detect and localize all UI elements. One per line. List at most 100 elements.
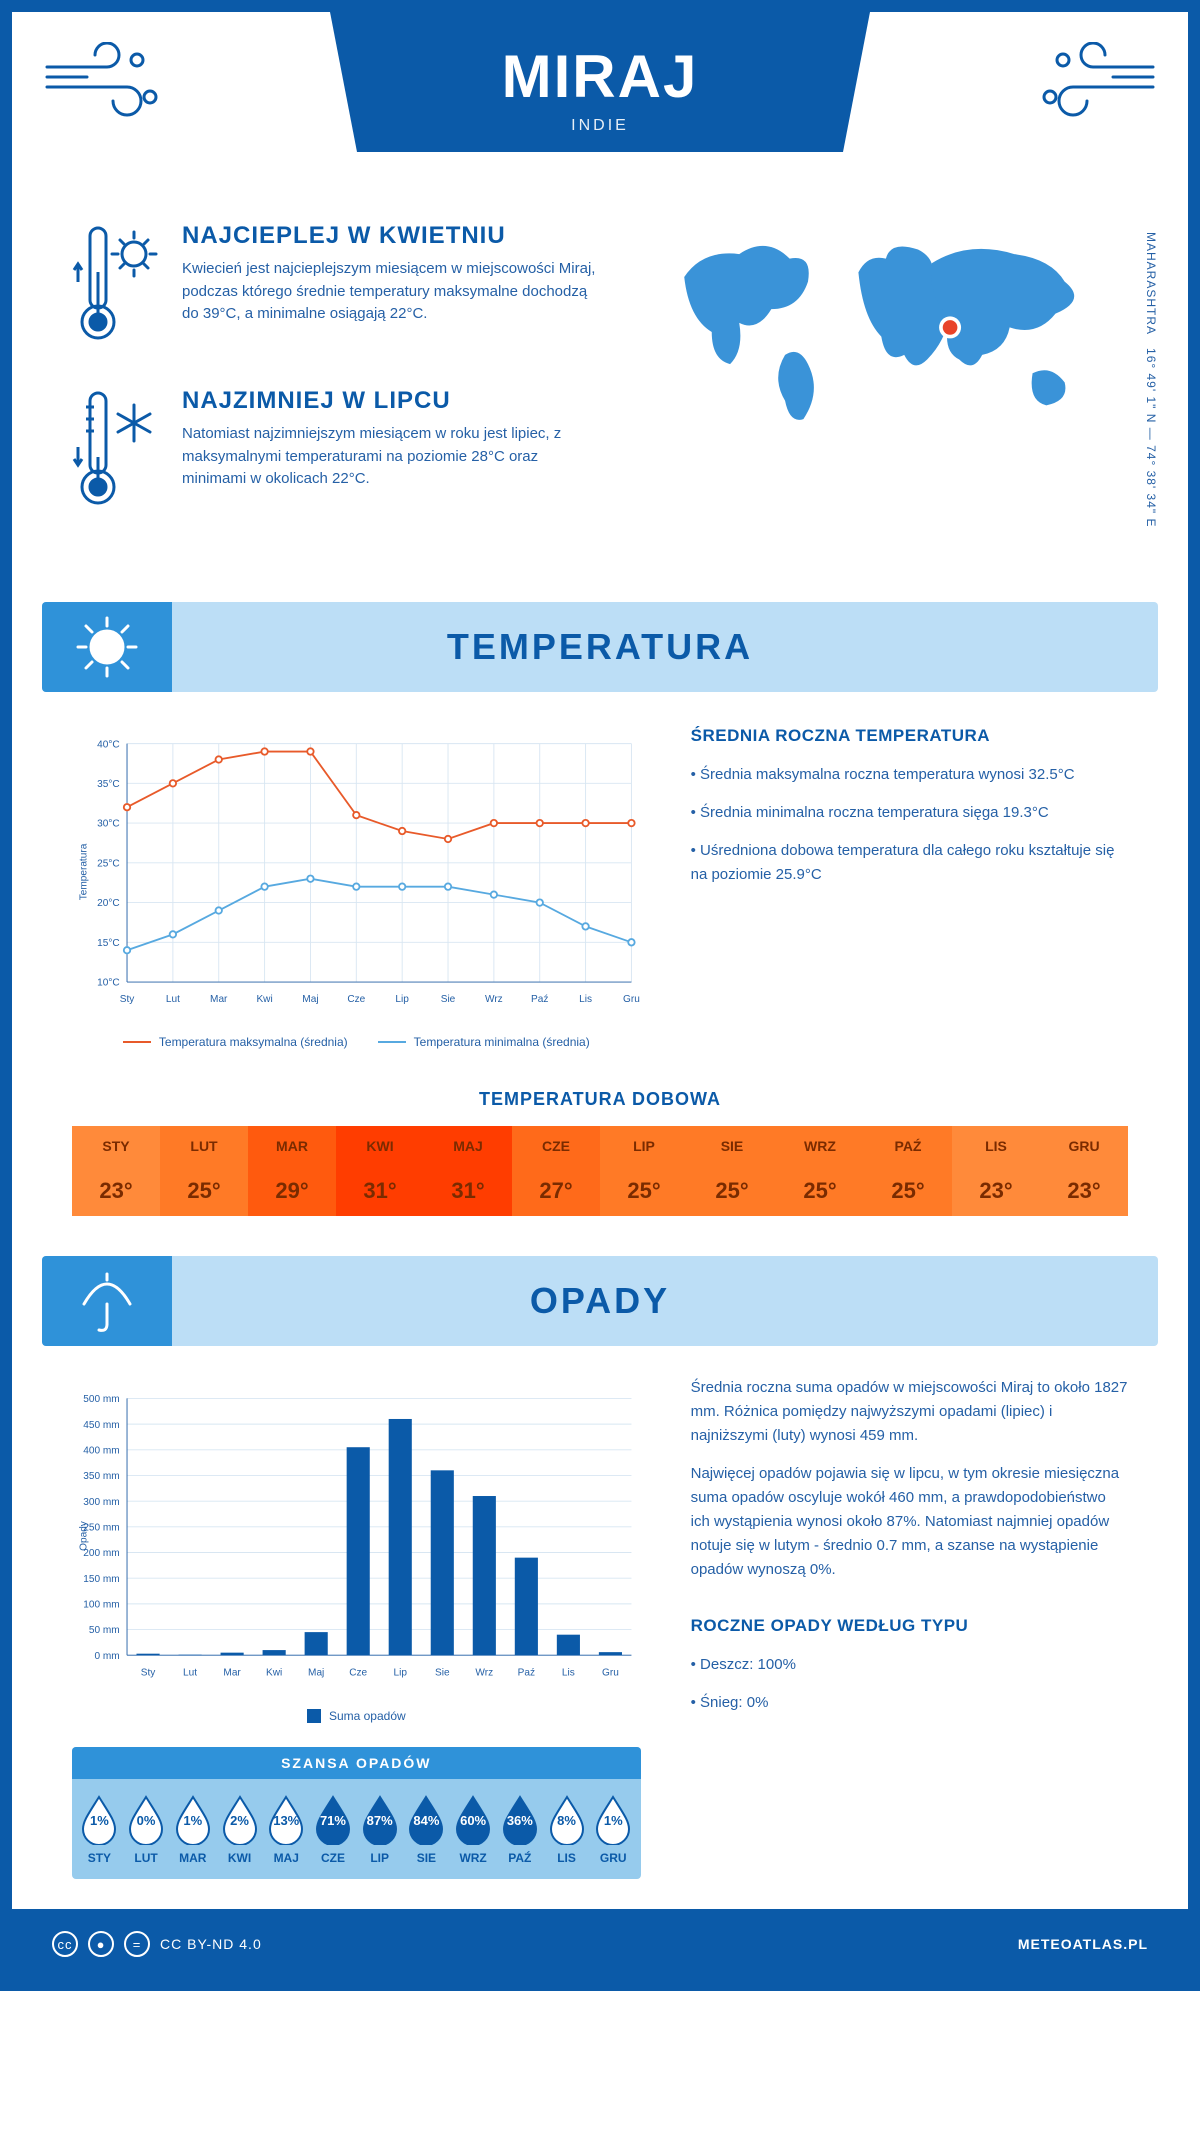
chance-cell: 84% SIE	[403, 1793, 450, 1865]
chance-month: STY	[76, 1851, 123, 1865]
svg-text:50 mm: 50 mm	[89, 1625, 120, 1636]
chance-cell: 1%GRU	[590, 1793, 637, 1865]
daily-val-cell: 25°	[864, 1166, 952, 1216]
drop-icon: 1%	[171, 1793, 215, 1845]
page: MIRAJ INDIE NAJCIEPLEJ W KWIETNIU Kwieci…	[0, 0, 1200, 1991]
temp-row: 10°C15°C20°C25°C30°C35°C40°CStyLutMarKwi…	[12, 722, 1188, 1079]
svg-text:Kwi: Kwi	[266, 1667, 282, 1678]
legend-max: Temperatura maksymalna (średnia)	[123, 1035, 348, 1049]
daily-val-cell: 25°	[688, 1166, 776, 1216]
section-banner-temp: TEMPERATURA	[42, 602, 1158, 692]
svg-text:100 mm: 100 mm	[83, 1600, 119, 1611]
svg-text:20°C: 20°C	[97, 898, 120, 909]
legend-label: Suma opadów	[329, 1709, 406, 1723]
lat-label: 16° 49' 1" N	[1144, 348, 1158, 423]
header: MIRAJ INDIE	[12, 12, 1188, 202]
daily-val-cell: 31°	[336, 1166, 424, 1216]
daily-head-cell: CZE	[512, 1126, 600, 1166]
svg-text:Sie: Sie	[435, 1667, 450, 1678]
daily-head-cell: LIS	[952, 1126, 1040, 1166]
daily-head-cell: WRZ	[776, 1126, 864, 1166]
chance-box: SZANSA OPADÓW 1% STY0%LUT1% MAR2%KWI13% MAJ…	[72, 1747, 641, 1879]
svg-text:300 mm: 300 mm	[83, 1497, 119, 1508]
drop-icon: 8%	[545, 1793, 589, 1845]
fact-body: Kwiecień jest najcieplejszym miesiącem w…	[182, 258, 604, 326]
legend-label: Temperatura maksymalna (średnia)	[159, 1035, 348, 1049]
svg-text:0 mm: 0 mm	[94, 1651, 119, 1662]
svg-text:Lut: Lut	[166, 994, 180, 1005]
svg-text:Lip: Lip	[395, 994, 409, 1005]
world-map-icon	[644, 222, 1128, 442]
thermometer-snow-icon	[72, 387, 162, 522]
chance-cell: 1% MAR	[169, 1793, 216, 1865]
chance-cell: 13% MAJ	[263, 1793, 310, 1865]
chance-title: SZANSA OPADÓW	[72, 1747, 641, 1779]
chance-month: GRU	[590, 1851, 637, 1865]
daily-head-cell: PAŹ	[864, 1126, 952, 1166]
chance-month: SIE	[403, 1851, 450, 1865]
svg-text:Kwi: Kwi	[256, 994, 272, 1005]
svg-text:Paź: Paź	[518, 1667, 535, 1678]
svg-text:Maj: Maj	[308, 1667, 324, 1678]
daily-val-cell: 25°	[600, 1166, 688, 1216]
chance-month: CZE	[310, 1851, 357, 1865]
fact-hottest: NAJCIEPLEJ W KWIETNIU Kwiecień jest najc…	[72, 222, 604, 357]
thermometer-sun-icon	[72, 222, 162, 357]
svg-text:Paź: Paź	[531, 994, 548, 1005]
drop-icon: 13%	[264, 1793, 308, 1845]
chance-month: MAR	[169, 1851, 216, 1865]
title-ribbon: MIRAJ INDIE	[330, 12, 870, 152]
chance-cell: 2%KWI	[216, 1793, 263, 1865]
daily-val-cell: 23°	[72, 1166, 160, 1216]
precip-chart-col: 0 mm50 mm100 mm150 mm200 mm250 mm300 mm3…	[72, 1376, 641, 1879]
daily-head-cell: STY	[72, 1126, 160, 1166]
chance-cell: 0%LUT	[123, 1793, 170, 1865]
svg-text:35°C: 35°C	[97, 779, 120, 790]
svg-text:Cze: Cze	[347, 994, 365, 1005]
bullet: • Średnia maksymalna roczna temperatura …	[691, 763, 1128, 787]
wind-icon	[1018, 42, 1158, 122]
svg-text:Lut: Lut	[183, 1667, 197, 1678]
summary-title: ŚREDNIA ROCZNA TEMPERATURA	[691, 722, 1128, 749]
svg-text:350 mm: 350 mm	[83, 1471, 119, 1482]
drop-icon: 84%	[404, 1793, 448, 1845]
bullet: • Śnieg: 0%	[691, 1691, 1128, 1715]
temp-chart: 10°C15°C20°C25°C30°C35°C40°CStyLutMarKwi…	[72, 722, 641, 1049]
svg-text:Lis: Lis	[579, 994, 592, 1005]
by-icon: ●	[88, 1931, 114, 1957]
svg-text:Lip: Lip	[394, 1667, 408, 1678]
svg-text:30°C: 30°C	[97, 819, 120, 830]
section-banner-precip: OPADY	[42, 1256, 1158, 1346]
section-title: TEMPERATURA	[447, 626, 753, 668]
legend-min: Temperatura minimalna (średnia)	[378, 1035, 590, 1049]
daily-val-cell: 23°	[1040, 1166, 1128, 1216]
daily-val-cell: 25°	[776, 1166, 864, 1216]
daily-head-cell: KWI	[336, 1126, 424, 1166]
map-col: MAHARASHTRA 16° 49' 1" N — 74° 38' 34" E	[644, 222, 1128, 552]
daily-head-cell: GRU	[1040, 1126, 1128, 1166]
svg-text:150 mm: 150 mm	[83, 1574, 119, 1585]
page-title: MIRAJ	[330, 42, 870, 111]
precip-row: 0 mm50 mm100 mm150 mm200 mm250 mm300 mm3…	[12, 1376, 1188, 1909]
drop-icon: 1%	[77, 1793, 121, 1845]
svg-text:Sty: Sty	[141, 1667, 157, 1678]
legend-sum: Suma opadów	[307, 1709, 406, 1723]
umbrella-icon	[42, 1256, 172, 1346]
svg-text:15°C: 15°C	[97, 938, 120, 949]
svg-text:Mar: Mar	[223, 1667, 241, 1678]
svg-text:Cze: Cze	[349, 1667, 367, 1678]
drop-icon: 87%	[358, 1793, 402, 1845]
chance-month: MAJ	[263, 1851, 310, 1865]
svg-text:Sty: Sty	[120, 994, 136, 1005]
svg-text:40°C: 40°C	[97, 739, 120, 750]
daily-val-cell: 29°	[248, 1166, 336, 1216]
svg-text:Maj: Maj	[302, 994, 318, 1005]
svg-text:Sie: Sie	[441, 994, 456, 1005]
cc-icon: cc	[52, 1931, 78, 1957]
daily-val-cell: 25°	[160, 1166, 248, 1216]
svg-text:Lis: Lis	[562, 1667, 575, 1678]
bullet: • Średnia minimalna roczna temperatura s…	[691, 801, 1128, 825]
chance-cell: 87%LIP	[356, 1793, 403, 1865]
fact-coldest: NAJZIMNIEJ W LIPCU Natomiast najzimniejs…	[72, 387, 604, 522]
paragraph: Średnia roczna suma opadów w miejscowośc…	[691, 1376, 1128, 1448]
